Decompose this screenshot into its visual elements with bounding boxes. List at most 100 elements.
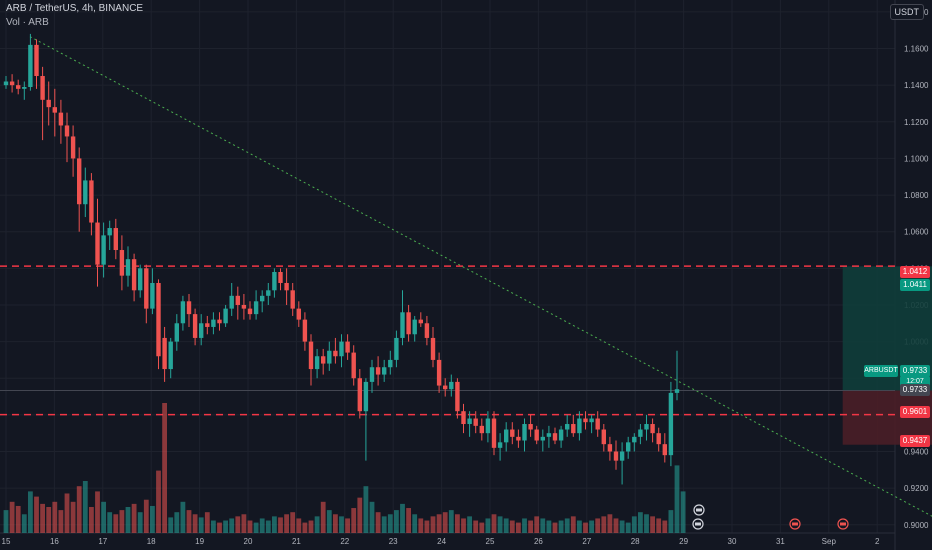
candle-body bbox=[260, 295, 265, 302]
volume-bar bbox=[76, 486, 82, 533]
candle-body bbox=[327, 350, 332, 364]
volume-bar bbox=[357, 497, 363, 533]
candle-body bbox=[455, 381, 460, 412]
volume-bar bbox=[442, 512, 448, 533]
candle-body bbox=[9, 81, 15, 86]
time-tick-label: 23 bbox=[389, 537, 398, 546]
volume-bar bbox=[455, 514, 460, 533]
candle-body bbox=[565, 424, 570, 430]
volume-bar bbox=[406, 508, 411, 533]
candle-body bbox=[101, 235, 106, 265]
volume-bar bbox=[473, 520, 479, 533]
candle-body bbox=[595, 418, 600, 430]
candle-body bbox=[253, 301, 259, 315]
event-icon-glyph bbox=[695, 522, 701, 526]
volume-bar bbox=[375, 512, 381, 533]
candle-body bbox=[534, 429, 539, 441]
candle-body bbox=[34, 44, 39, 77]
candle-body bbox=[528, 424, 533, 430]
price-tick-label: 1.0800 bbox=[904, 191, 929, 200]
volume-bar bbox=[668, 510, 674, 533]
candle-body bbox=[290, 290, 295, 309]
volume-bar bbox=[400, 503, 405, 533]
mid-line-price-tag: 0.9601 bbox=[900, 406, 930, 418]
candle-body bbox=[192, 314, 198, 338]
price-tick-label: 1.1600 bbox=[904, 45, 929, 54]
candle-body bbox=[522, 424, 527, 441]
volume-bar bbox=[326, 510, 332, 533]
candle-body bbox=[638, 429, 643, 437]
candle-body bbox=[412, 319, 417, 335]
ticker-label: ARBUSDT bbox=[864, 365, 898, 377]
candle-body bbox=[302, 319, 308, 342]
candle-body bbox=[577, 418, 582, 434]
candle-body bbox=[16, 85, 21, 89]
volume-bar bbox=[619, 520, 625, 533]
candle-body bbox=[278, 271, 283, 283]
volume-bar bbox=[28, 491, 33, 533]
trendline[interactable] bbox=[29, 36, 932, 533]
current-price-tag: 0.9733 bbox=[900, 365, 930, 377]
candle-body bbox=[443, 385, 448, 390]
chart-title: ARB / TetherUS, 4h, BINANCE bbox=[6, 3, 144, 14]
candle-body bbox=[650, 424, 655, 434]
candle-body bbox=[107, 228, 112, 236]
volume-bar bbox=[558, 520, 564, 533]
volume-bar bbox=[528, 520, 533, 533]
volume-bar bbox=[223, 520, 228, 533]
volume-label: Vol · ARB bbox=[6, 17, 49, 28]
time-tick-label: 25 bbox=[486, 537, 495, 546]
volume-bar bbox=[546, 520, 552, 533]
candle-body bbox=[131, 259, 137, 291]
currency-button[interactable]: USDT bbox=[889, 4, 924, 20]
candle-body bbox=[461, 411, 466, 425]
volume-bar bbox=[150, 505, 155, 533]
candle-body bbox=[272, 271, 277, 291]
candle-body bbox=[314, 356, 320, 370]
volume-bar bbox=[21, 514, 27, 533]
volume-bar bbox=[3, 510, 9, 533]
volume-bar bbox=[650, 516, 655, 533]
candle-body bbox=[424, 323, 430, 338]
candle-body bbox=[351, 352, 356, 379]
time-tick-label: 17 bbox=[98, 537, 107, 546]
volume-bar bbox=[101, 501, 106, 533]
volume-bar bbox=[516, 522, 521, 533]
volume-bar bbox=[314, 516, 320, 533]
volume-bar bbox=[577, 520, 582, 533]
volume-bar bbox=[387, 514, 393, 533]
candle-body bbox=[211, 319, 216, 327]
volume-bar bbox=[186, 510, 192, 533]
candle-body bbox=[125, 259, 131, 276]
candle-body bbox=[583, 418, 588, 423]
time-tick-label: 18 bbox=[147, 537, 156, 546]
candle-body bbox=[28, 44, 33, 88]
candle-body bbox=[223, 308, 228, 324]
candle-body bbox=[430, 337, 436, 360]
volume-bar bbox=[583, 522, 588, 533]
volume-bar bbox=[607, 514, 613, 533]
volume-bar bbox=[424, 520, 430, 533]
volume-bar bbox=[430, 516, 436, 533]
volume-bar bbox=[369, 501, 375, 533]
candle-body bbox=[186, 301, 192, 315]
volume-bar bbox=[363, 486, 369, 533]
candle-body bbox=[168, 341, 173, 370]
volume-bar bbox=[613, 518, 619, 533]
candle-body bbox=[388, 359, 393, 368]
volume-bar bbox=[52, 501, 58, 533]
candle-body bbox=[321, 356, 326, 364]
volume-bar bbox=[412, 514, 418, 533]
candle-body bbox=[510, 429, 515, 437]
candle-body bbox=[138, 268, 143, 291]
volume-bar bbox=[82, 481, 88, 533]
volume-bar bbox=[107, 512, 113, 533]
volume-bar bbox=[680, 491, 686, 533]
candle-body bbox=[119, 250, 125, 276]
candle-body bbox=[308, 341, 314, 370]
candle-body bbox=[150, 282, 155, 309]
volume-bar bbox=[284, 514, 289, 533]
volume-bar bbox=[229, 518, 235, 533]
time-tick-label: 30 bbox=[728, 537, 737, 546]
